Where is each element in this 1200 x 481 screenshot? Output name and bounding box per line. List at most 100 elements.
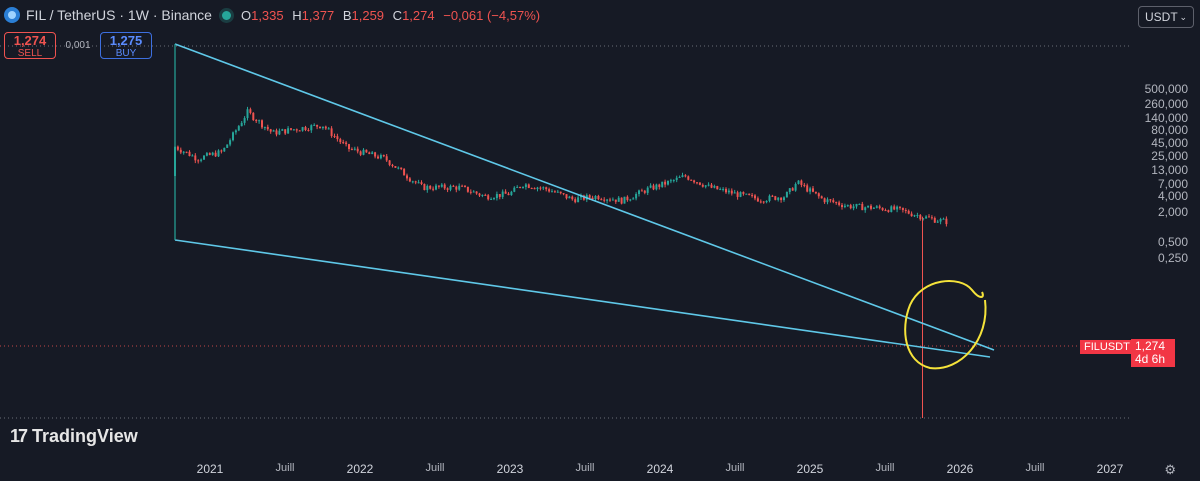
- currency-select[interactable]: USDT ⌄: [1138, 6, 1194, 28]
- candle: [478, 192, 481, 197]
- candle: [272, 129, 275, 132]
- candle: [739, 191, 742, 198]
- candle: [513, 186, 516, 193]
- candle: [449, 184, 452, 192]
- candle: [501, 189, 504, 200]
- candle: [626, 195, 629, 202]
- candle: [539, 186, 542, 191]
- candle: [379, 153, 382, 160]
- candle: [783, 196, 785, 202]
- candle: [704, 185, 707, 189]
- candle: [939, 217, 942, 225]
- candle: [455, 185, 458, 193]
- candle: [406, 173, 408, 181]
- candle: [899, 206, 901, 210]
- symbol-header: FIL / TetherUS · 1W · Binance O1,335 H1,…: [4, 4, 545, 26]
- chevron-down-icon: ⌄: [1179, 12, 1187, 22]
- candle: [867, 205, 870, 209]
- candle: [928, 214, 930, 218]
- candle: [214, 150, 217, 157]
- candle: [632, 197, 635, 200]
- candle: [756, 196, 759, 202]
- candle: [458, 183, 461, 191]
- candle: [820, 195, 823, 199]
- candle: [246, 106, 249, 121]
- candle: [716, 185, 719, 190]
- candle: [774, 195, 777, 201]
- candle: [693, 179, 696, 184]
- price-tick-label: 0,250: [1157, 250, 1188, 265]
- candle: [617, 196, 620, 202]
- candle: [643, 189, 646, 195]
- candle: [362, 148, 365, 156]
- time-tick-label: Juill: [725, 462, 745, 474]
- candle: [565, 194, 568, 200]
- candle: [342, 139, 345, 145]
- time-tick-label: 2026: [946, 462, 974, 476]
- candle: [408, 177, 411, 183]
- candle: [933, 216, 936, 224]
- candle: [925, 215, 928, 219]
- candle: [884, 208, 887, 212]
- tradingview-logo: 17 TradingView: [10, 426, 138, 446]
- candle: [472, 190, 475, 193]
- sell-button[interactable]: 1,274 SELL: [4, 32, 56, 59]
- candle: [495, 191, 498, 201]
- candle: [916, 212, 919, 219]
- price-tick-label: 4,000: [1157, 189, 1188, 204]
- candle: [498, 194, 501, 200]
- candle: [536, 186, 539, 192]
- time-tick-label: Juill: [575, 462, 595, 474]
- candle: [664, 179, 667, 188]
- candle: [843, 203, 846, 209]
- candle: [333, 133, 336, 139]
- candle: [394, 166, 397, 169]
- highlight-circle: [904, 280, 987, 370]
- candle: [493, 197, 495, 201]
- candle: [829, 198, 832, 203]
- candle: [377, 154, 379, 160]
- candle: [548, 187, 551, 193]
- fil-logo-icon: [4, 7, 20, 23]
- candle: [327, 127, 330, 130]
- candle: [910, 211, 913, 217]
- candle: [232, 131, 234, 142]
- candle: [846, 204, 849, 207]
- last-price-label: 1,274 4d 6h: [1131, 339, 1175, 367]
- candle: [403, 167, 406, 176]
- candle: [234, 129, 237, 135]
- candle: [788, 187, 791, 195]
- candle: [295, 128, 298, 133]
- price-tick-label: 260,000: [1144, 96, 1188, 111]
- symbol-title[interactable]: FIL / TetherUS · 1W · Binance: [26, 7, 212, 23]
- lower-trendline: [174, 239, 991, 358]
- price-tick-label: 2,000: [1157, 204, 1188, 219]
- candle: [681, 172, 684, 178]
- candle: [698, 182, 701, 186]
- candle: [446, 187, 449, 193]
- spread-value: 0,001: [65, 40, 91, 51]
- candle: [417, 179, 420, 184]
- candle: [307, 128, 310, 132]
- candle: [281, 128, 284, 131]
- candle: [194, 153, 197, 164]
- candle: [675, 175, 678, 183]
- price-change: −0,061 (−4,57%): [443, 7, 541, 23]
- candle: [487, 194, 490, 201]
- candle: [275, 128, 278, 137]
- candle: [719, 187, 722, 191]
- candle: [179, 147, 182, 155]
- gear-icon[interactable]: ⚙: [1164, 462, 1176, 477]
- buy-button[interactable]: 1,275 BUY: [100, 32, 152, 59]
- candle: [568, 195, 571, 199]
- candle: [452, 184, 455, 187]
- candles: [174, 106, 948, 418]
- candle: [762, 201, 765, 204]
- price-tick-label: 45,000: [1151, 135, 1188, 150]
- candle: [872, 207, 875, 209]
- candle: [640, 188, 643, 192]
- candle: [484, 193, 487, 196]
- candle: [359, 150, 362, 157]
- candle: [748, 193, 751, 196]
